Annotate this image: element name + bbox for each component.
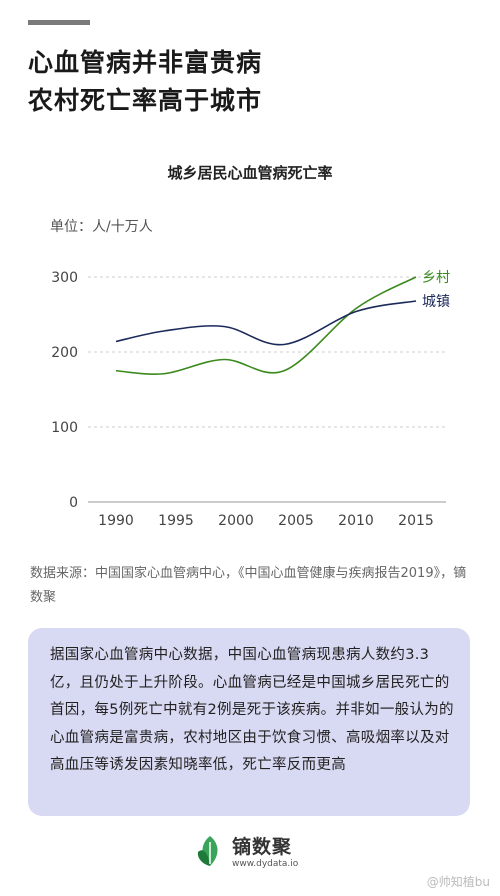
headline: 心血管病并非富贵病 农村死亡率高于城市 xyxy=(28,44,468,120)
y-tick-label: 0 xyxy=(69,495,78,511)
brand-name: 镝数聚 xyxy=(232,836,293,858)
series-label-rural: 乡村 xyxy=(422,270,450,286)
x-tick-label: 2005 xyxy=(278,513,314,529)
accent-bar xyxy=(28,20,90,25)
x-tick-label: 1990 xyxy=(98,513,134,529)
x-tick-label: 2000 xyxy=(218,513,254,529)
x-tick-label: 2015 xyxy=(398,513,434,529)
headline-line-2: 农村死亡率高于城市 xyxy=(28,86,263,115)
watermark: @帅知植bu xyxy=(426,875,490,889)
chart-title: 城乡居民心血管病死亡率 xyxy=(167,164,333,182)
data-source: 数据来源：中国国家心血管病中心，《中国心血管健康与疾病报告2019》，镝数聚 xyxy=(30,566,467,605)
brand-footer: 镝数聚 www.dydata.io xyxy=(0,832,500,872)
unit-label: 单位：人/十万人 xyxy=(50,219,153,235)
brand-url: www.dydata.io xyxy=(232,859,299,869)
x-tick-label: 2010 xyxy=(338,513,374,529)
note-box: 据国家心血管病中心数据，中国心血管病现患病人数约3.3亿，且仍处于上升阶段。心血… xyxy=(28,628,470,816)
headline-line-1: 心血管病并非富贵病 xyxy=(28,48,263,77)
series-line-urban xyxy=(115,300,417,346)
y-tick-label: 100 xyxy=(51,420,78,436)
y-tick-label: 200 xyxy=(51,345,78,361)
series-line-rural xyxy=(115,276,417,375)
note-text: 据国家心血管病中心数据，中国心血管病现患病人数约3.3亿，且仍处于上升阶段。心血… xyxy=(50,647,454,773)
x-tick-label: 1995 xyxy=(158,513,194,529)
y-tick-label: 300 xyxy=(51,270,78,286)
brand-logo-icon xyxy=(197,836,218,866)
series-label-urban: 城镇 xyxy=(422,294,450,310)
